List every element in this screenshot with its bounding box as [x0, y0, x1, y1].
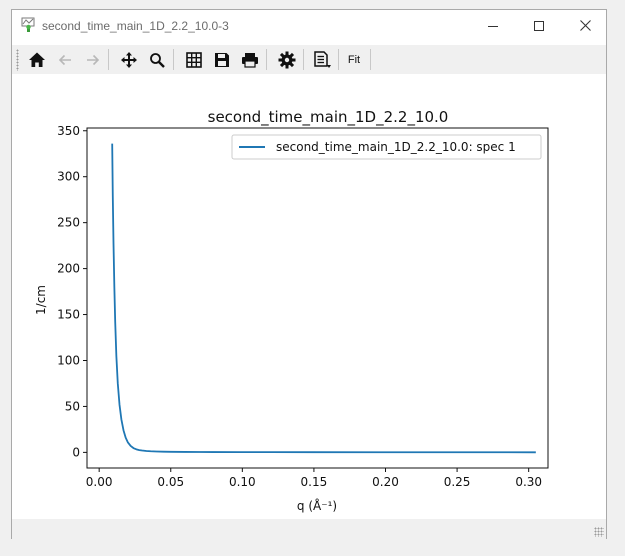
grid-button[interactable]	[181, 47, 206, 72]
close-button[interactable]	[562, 10, 608, 41]
settings-icon	[278, 51, 295, 68]
y-tick-label: 0	[72, 445, 80, 459]
toolbar-separator	[338, 49, 339, 70]
toolbar-grip[interactable]	[16, 49, 19, 71]
save-icon	[214, 52, 229, 67]
series-line	[111, 143, 536, 454]
legend-box	[231, 134, 542, 160]
close-icon	[579, 20, 591, 31]
title-bar: second_time_main_1D_2.2_10.0-3	[12, 10, 606, 41]
document-menu-button[interactable]	[310, 47, 335, 72]
x-axis: 0.00 0.05 0.10 0.15 0.20 0.25 0.30	[86, 468, 542, 489]
x-axis-label: q (Å⁻¹)	[297, 498, 337, 513]
x-tick-label: 0.00	[86, 475, 113, 489]
grid-icon	[185, 51, 202, 68]
back-arrow-icon	[58, 54, 71, 65]
x-tick-label: 0.10	[229, 475, 256, 489]
x-tick-label: 0.15	[301, 475, 328, 489]
chart-svg: second_time_main_1D_2.2_10.0 0 50 100 150 20…	[34, 108, 549, 513]
y-axis-label: 1/cm	[34, 285, 48, 315]
back-button[interactable]	[52, 47, 77, 72]
y-tick-label: 150	[57, 308, 80, 322]
home-button[interactable]	[24, 47, 49, 72]
y-tick-label: 300	[57, 170, 80, 184]
plot-window: second_time_main_1D_2.2_10.0-3	[11, 9, 607, 539]
pan-button[interactable]	[116, 47, 141, 72]
y-tick-label: 50	[65, 399, 80, 413]
maximize-button[interactable]	[516, 10, 562, 41]
chart-title: second_time_main_1D_2.2_10.0	[208, 108, 449, 127]
y-tick-label: 100	[57, 353, 80, 367]
maximize-icon	[534, 20, 544, 31]
toolbar-separator	[266, 49, 267, 70]
plot-canvas[interactable]: second_time_main_1D_2.2_10.0 0 50 100 150 20…	[12, 74, 606, 519]
x-tick-label: 0.30	[515, 475, 542, 489]
home-icon	[28, 52, 45, 67]
x-tick-label: 0.25	[444, 475, 471, 489]
toolbar-separator	[303, 49, 304, 70]
forward-arrow-icon	[86, 54, 99, 65]
save-button[interactable]	[209, 47, 234, 72]
x-tick-label: 0.20	[372, 475, 399, 489]
fit-button-label: Fit	[347, 53, 361, 66]
y-tick-label: 200	[57, 262, 80, 276]
settings-button[interactable]	[274, 47, 299, 72]
y-axis: 0 50 100 150 200 250 300 350	[57, 124, 87, 459]
toolbar-separator	[370, 49, 371, 70]
toolbar-separator	[108, 49, 109, 70]
toolbar: Fit	[12, 45, 606, 74]
zoom-icon	[149, 52, 165, 68]
plot-frame	[86, 127, 549, 469]
pan-icon	[120, 51, 137, 68]
window-title: second_time_main_1D_2.2_10.0-3	[42, 19, 229, 33]
forward-button[interactable]	[80, 47, 105, 72]
toolbar-separator	[173, 49, 174, 70]
app-icon	[21, 17, 37, 33]
print-button[interactable]	[237, 47, 262, 72]
print-icon	[241, 52, 258, 68]
legend: second_time_main_1D_2.2_10.0: spec 1	[231, 134, 542, 160]
series-layer	[111, 143, 536, 454]
zoom-button[interactable]	[144, 47, 169, 72]
status-bar	[12, 519, 606, 539]
document-menu-icon	[313, 50, 331, 68]
minimize-button[interactable]	[470, 10, 516, 41]
legend-label: second_time_main_1D_2.2_10.0: spec 1	[276, 140, 516, 154]
x-tick-label: 0.05	[157, 475, 184, 489]
y-tick-label: 350	[57, 124, 80, 138]
resize-grip[interactable]	[594, 527, 604, 537]
y-tick-label: 250	[57, 216, 80, 230]
minimize-icon	[488, 25, 498, 27]
fit-button[interactable]: Fit	[341, 47, 367, 72]
